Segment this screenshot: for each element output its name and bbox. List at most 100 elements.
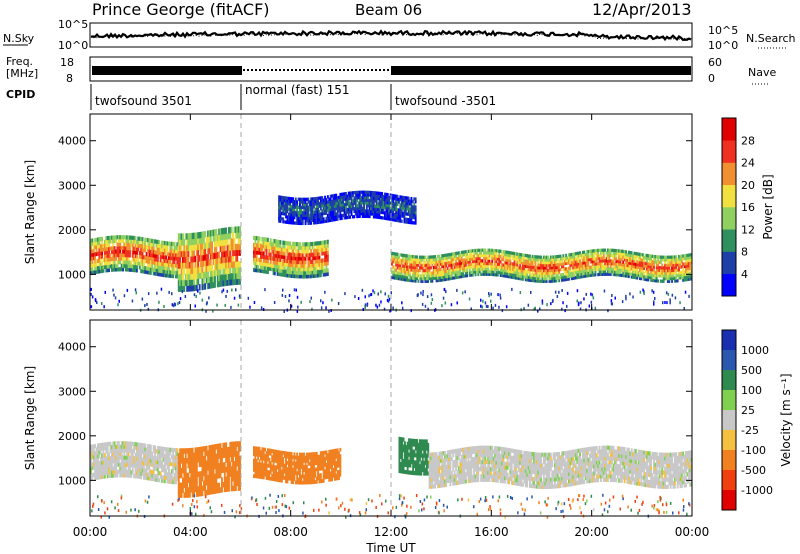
heatmap-cell (435, 268, 438, 272)
heatmap-cell (127, 239, 130, 244)
heatmap-cell (154, 459, 156, 464)
heatmap-cell (481, 272, 484, 276)
heatmap-cell (679, 301, 681, 305)
heatmap-cell (149, 256, 152, 261)
heatmap-cell (391, 254, 393, 258)
heatmap-cell (481, 261, 484, 266)
heatmap-cell (425, 274, 428, 278)
heatmap-cell (485, 256, 488, 260)
heatmap-cell (346, 202, 349, 206)
heatmap-cell (512, 275, 515, 280)
heatmap-cell (643, 274, 646, 279)
heatmap-cell (136, 257, 138, 262)
heatmap-cell (280, 211, 283, 216)
heatmap-cell (149, 270, 152, 275)
heatmap-cell (385, 208, 388, 213)
heatmap-cell (374, 193, 377, 198)
heatmap-cell (247, 296, 250, 300)
heatmap-cell (378, 197, 381, 201)
heatmap-cell (106, 268, 109, 273)
heatmap-cell (533, 268, 535, 272)
heatmap-cell (294, 274, 297, 279)
heatmap-cell (491, 248, 494, 253)
heatmap-cell (544, 271, 547, 275)
heatmap-cell (222, 233, 225, 241)
heatmap-cell (441, 256, 444, 261)
heatmap-cell (265, 266, 268, 271)
heatmap-cell (219, 245, 222, 253)
heatmap-cell (576, 251, 579, 256)
heatmap-cell (148, 256, 151, 261)
heatmap-cell (572, 268, 575, 272)
heatmap-cell (119, 249, 122, 254)
heatmap-cell (112, 466, 115, 471)
heatmap-cell (236, 266, 239, 274)
heatmap-cell (407, 196, 410, 200)
heatmap-cell (197, 272, 200, 280)
heatmap-cell (335, 207, 338, 211)
heatmap-cell (225, 233, 228, 240)
heatmap-cell (126, 242, 129, 247)
heatmap-cell (541, 301, 544, 305)
heatmap-cell (304, 245, 307, 250)
heatmap-cell (170, 256, 173, 261)
heatmap-cell (140, 464, 143, 469)
heatmap-cell (204, 271, 207, 278)
heatmap-cell (98, 251, 101, 256)
heatmap-cell (489, 248, 492, 252)
heatmap-cell (526, 254, 529, 258)
heatmap-cell (163, 454, 166, 459)
heatmap-cell (91, 455, 94, 460)
heatmap-cell (144, 457, 147, 462)
heatmap-cell (457, 262, 460, 266)
heatmap-cell (204, 260, 207, 267)
heatmap-cell (120, 245, 123, 251)
heatmap-cell (365, 201, 368, 205)
heatmap-cell (636, 273, 639, 277)
heatmap-cell (159, 474, 162, 479)
heatmap-cell (364, 190, 367, 194)
heatmap-cell (279, 219, 282, 223)
heatmap-cell (319, 215, 322, 219)
heatmap-cell (204, 242, 207, 250)
heatmap-cell (371, 209, 374, 213)
heatmap-cell (639, 263, 641, 267)
heatmap-cell (384, 211, 386, 215)
heatmap-cell (282, 240, 285, 245)
cpid-label: CPID (6, 88, 35, 101)
heatmap-cell (338, 195, 340, 200)
heatmap-cell (356, 214, 359, 219)
heatmap-cell (537, 258, 540, 262)
heatmap-cell (414, 205, 417, 209)
heatmap-cell (158, 250, 161, 255)
heatmap-cell (403, 272, 406, 276)
heatmap-cell (285, 248, 287, 253)
heatmap-cell (673, 271, 676, 275)
heatmap-cell (464, 290, 466, 294)
heatmap-cell (473, 251, 476, 255)
heatmap-cell (101, 254, 103, 259)
heatmap-cell (640, 261, 643, 265)
heatmap-cell (590, 254, 593, 259)
heatmap-cell (169, 255, 172, 261)
heatmap-cell (321, 258, 324, 263)
heatmap-cell (414, 274, 417, 278)
heatmap-cell (297, 242, 300, 247)
heatmap-cell (676, 260, 679, 264)
heatmap-cell (671, 279, 673, 283)
heatmap-cell (402, 211, 404, 216)
heatmap-cell (439, 262, 442, 266)
heatmap-cell (201, 277, 204, 285)
heatmap-cell (503, 255, 506, 259)
heatmap-cell (98, 453, 101, 459)
heatmap-cell (148, 451, 151, 456)
heatmap-cell (278, 214, 280, 218)
heatmap-cell (154, 257, 156, 262)
heatmap-cell (420, 274, 423, 278)
heatmap-cell (400, 206, 403, 210)
heatmap-cell (484, 272, 487, 276)
heatmap-cell (590, 252, 593, 256)
heatmap-cell (669, 271, 672, 275)
heatmap-cell (292, 216, 294, 220)
heatmap-cell (471, 259, 474, 264)
